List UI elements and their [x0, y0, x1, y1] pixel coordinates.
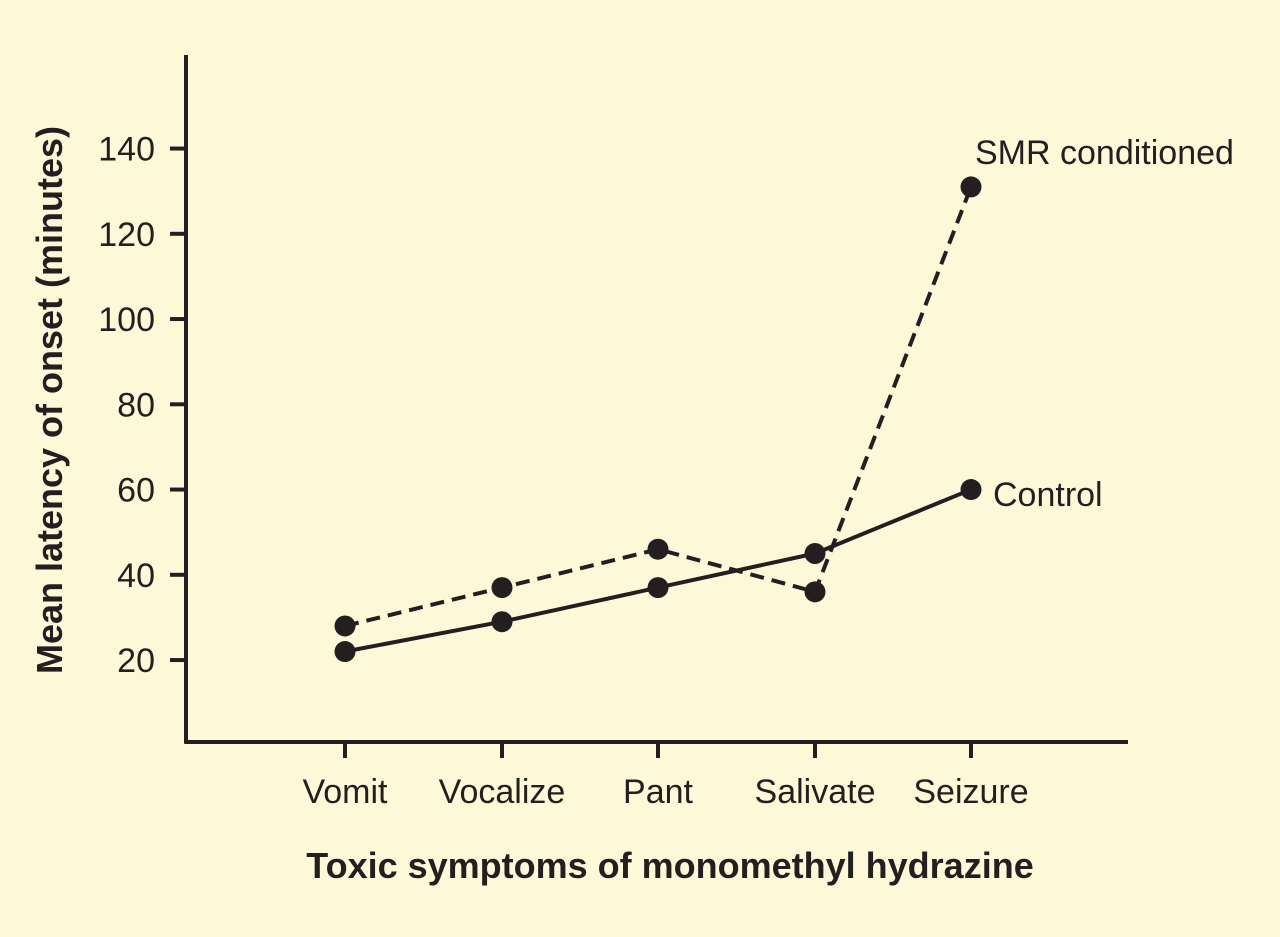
y-tick-label: 60: [117, 472, 155, 510]
y-tick-label: 100: [98, 301, 155, 339]
data-point-smr-conditioned: [647, 538, 669, 560]
x-tick-label: Salivate: [755, 773, 876, 811]
data-point-control: [647, 577, 669, 599]
data-point-control: [960, 479, 982, 501]
y-tick-label: 20: [117, 642, 155, 680]
series-label-control: Control: [993, 476, 1103, 514]
series-label-smr-conditioned: SMR conditioned: [975, 134, 1234, 172]
axes: 20 40 60 80 100 120 140 Vomit Vocalize Pant Saliva…: [98, 55, 1128, 811]
y-axis-title: Mean latency of onset (minutes): [29, 126, 70, 674]
x-tick-label: Pant: [623, 773, 693, 811]
data-point-control: [804, 542, 826, 564]
series-layer: SMR conditioned Control: [334, 134, 1234, 663]
data-point-control: [491, 611, 513, 633]
data-point-smr-conditioned: [804, 581, 826, 603]
y-tick-label: 140: [98, 131, 155, 169]
x-axis-title: Toxic symptoms of monomethyl hydrazine: [306, 845, 1033, 886]
data-point-smr-conditioned: [334, 615, 356, 637]
series-line-smr-conditioned: [344, 186, 973, 628]
data-point-smr-conditioned: [960, 176, 982, 198]
y-tick-label: 120: [98, 216, 155, 254]
data-point-control: [334, 641, 356, 663]
data-point-smr-conditioned: [491, 577, 513, 599]
y-tick-label: 80: [117, 386, 155, 424]
x-tick-label: Seizure: [913, 773, 1028, 811]
x-tick-label: Vocalize: [439, 773, 566, 811]
y-tick-label: 40: [117, 557, 155, 595]
x-tick-label: Vomit: [302, 773, 388, 811]
